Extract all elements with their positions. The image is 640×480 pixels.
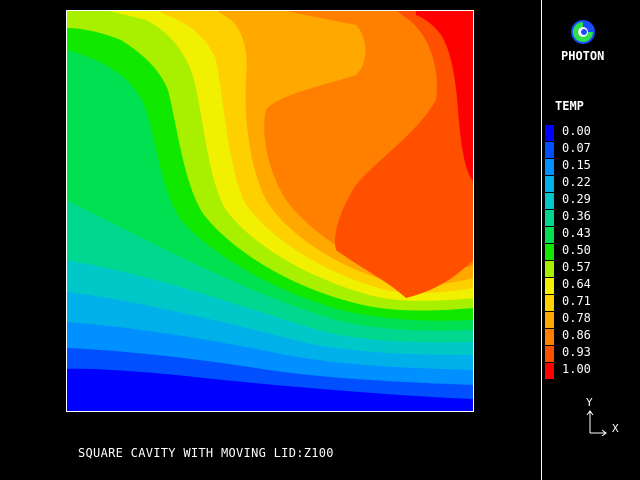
legend-value: 0.57 <box>562 260 591 274</box>
legend-value: 0.43 <box>562 226 591 240</box>
plot-frame <box>66 10 474 412</box>
legend-value: 0.71 <box>562 294 591 308</box>
legend-value: 0.36 <box>562 209 591 223</box>
contour-band-0.93 <box>335 10 474 298</box>
legend-swatch <box>545 295 554 311</box>
legend-swatch <box>545 278 554 294</box>
legend-entry: 0.22 <box>542 175 640 192</box>
plot-area: SQUARE CAVITY WITH MOVING LID:Z100 <box>66 10 474 460</box>
legend-value: 0.64 <box>562 277 591 291</box>
legend-swatch <box>545 210 554 226</box>
photon-logo-icon <box>571 20 595 44</box>
legend-value: 0.22 <box>562 175 591 189</box>
legend-entry: 0.78 <box>542 311 640 328</box>
legend-swatch <box>545 244 554 260</box>
legend-swatch <box>545 159 554 175</box>
legend-entry: 0.50 <box>542 243 640 260</box>
legend-title: TEMP <box>555 99 584 113</box>
legend-value: 0.29 <box>562 192 591 206</box>
legend-swatch <box>545 176 554 192</box>
legend-value: 0.07 <box>562 141 591 155</box>
legend-entry: 0.93 <box>542 345 640 362</box>
legend-entry: 0.29 <box>542 192 640 209</box>
legend-value: 0.00 <box>562 124 591 138</box>
legend-swatch <box>545 193 554 209</box>
legend-entry: 0.07 <box>542 141 640 158</box>
plot-caption: SQUARE CAVITY WITH MOVING LID:Z100 <box>78 446 334 460</box>
legend-entry: 0.86 <box>542 328 640 345</box>
legend-entry: 0.43 <box>542 226 640 243</box>
legend-entry: 0.64 <box>542 277 640 294</box>
legend-swatch <box>545 125 554 141</box>
legend-swatch <box>545 329 554 345</box>
legend-value: 0.86 <box>562 328 591 342</box>
legend-value: 0.15 <box>562 158 591 172</box>
legend-swatch <box>545 142 554 158</box>
axis-x-label: X <box>612 422 619 435</box>
legend-swatch <box>545 227 554 243</box>
legend-entry: 1.00 <box>542 362 640 379</box>
legend-swatch <box>545 363 554 379</box>
legend-swatch <box>545 346 554 362</box>
legend-entry: 0.00 <box>542 124 640 141</box>
axis-arrows-icon <box>586 410 607 436</box>
legend-entry: 0.71 <box>542 294 640 311</box>
legend-value: 0.78 <box>562 311 591 325</box>
legend-entry: 0.57 <box>542 260 640 277</box>
legend-entry: 0.15 <box>542 158 640 175</box>
legend-swatch <box>545 261 554 277</box>
legend-swatch <box>545 312 554 328</box>
axis-triad: Y X <box>582 396 632 440</box>
legend-value: 0.93 <box>562 345 591 359</box>
legend-entry: 0.36 <box>542 209 640 226</box>
temperature-contour-plot <box>66 10 474 412</box>
axis-y-label: Y <box>586 396 593 409</box>
panel-divider <box>541 0 542 480</box>
contour-band-1.00 <box>416 10 474 182</box>
photon-logo-label: PHOTON <box>561 49 605 63</box>
legend-value: 0.50 <box>562 243 591 257</box>
legend-value: 1.00 <box>562 362 591 376</box>
side-panel: PHOTON TEMP 0.00 0.07 0.15 0.22 0.29 0.3… <box>542 0 640 480</box>
